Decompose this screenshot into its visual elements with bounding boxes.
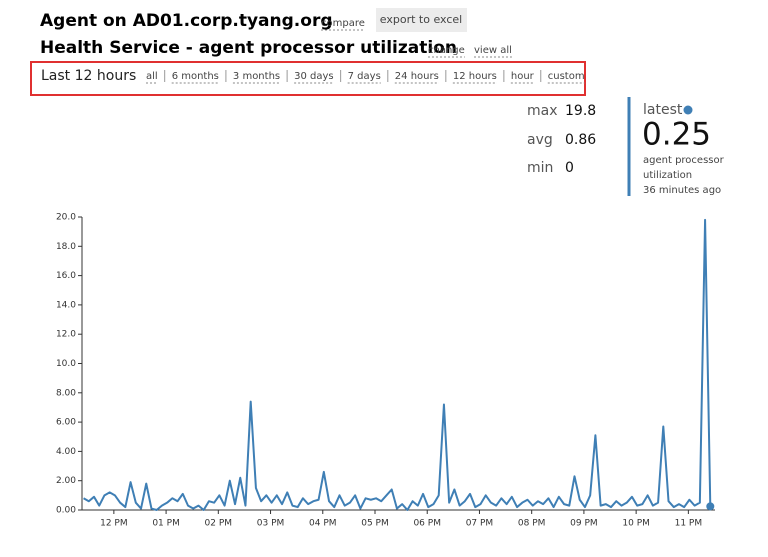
range-option[interactable]: all bbox=[146, 71, 158, 82]
x-tick-label: 08 PM bbox=[518, 519, 546, 529]
range-option[interactable]: 6 months bbox=[172, 71, 219, 82]
latest-desc-1: agent processor bbox=[643, 155, 725, 166]
range-option[interactable]: 30 days bbox=[294, 71, 334, 82]
view-all-link[interactable]: view all bbox=[474, 45, 512, 56]
latest-value: 0.25 bbox=[642, 117, 711, 153]
y-tick-label: 8.00 bbox=[56, 388, 76, 398]
compare-link[interactable]: compare bbox=[321, 18, 365, 29]
y-tick-label: 4.00 bbox=[56, 447, 76, 457]
page-subtitle: Health Service - agent processor utiliza… bbox=[40, 38, 457, 58]
latest-label: latest bbox=[643, 102, 683, 118]
range-option[interactable]: hour bbox=[511, 71, 535, 82]
x-tick-label: 06 PM bbox=[413, 519, 441, 529]
max-value: 19.8 bbox=[565, 103, 596, 119]
x-tick-label: 05 PM bbox=[361, 519, 389, 529]
x-tick-label: 04 PM bbox=[309, 519, 337, 529]
data-line bbox=[83, 218, 712, 511]
latest-time: 36 minutes ago bbox=[643, 185, 721, 196]
x-tick-label: 02 PM bbox=[205, 519, 233, 529]
y-tick-label: 14.0 bbox=[56, 300, 76, 310]
x-tick-label: 10 PM bbox=[622, 519, 650, 529]
avg-label: avg bbox=[527, 132, 553, 148]
x-tick-label: 01 PM bbox=[152, 519, 180, 529]
range-option[interactable]: 12 hours bbox=[453, 71, 497, 82]
x-tick-label: 11 PM bbox=[675, 519, 703, 529]
x-tick-label: 12 PM bbox=[100, 519, 128, 529]
x-tick-label: 03 PM bbox=[257, 519, 285, 529]
latest-desc-2: utilization bbox=[643, 170, 692, 181]
highlight-box bbox=[30, 61, 586, 96]
y-tick-label: 18.0 bbox=[56, 242, 76, 252]
page-title: Agent on AD01.corp.tyang.org bbox=[40, 11, 333, 31]
chart: 0.00 2.00 4.00 6.00 8.00 10.0 12.0 14.0 16.0 18.0… bbox=[56, 213, 715, 529]
min-label: min bbox=[527, 160, 553, 176]
export-label[interactable]: export to excel bbox=[380, 13, 462, 26]
export-button[interactable] bbox=[376, 8, 467, 32]
x-tick-label: 07 PM bbox=[466, 519, 494, 529]
x-tick-label: 09 PM bbox=[570, 519, 598, 529]
y-tick-label: 6.00 bbox=[56, 418, 76, 428]
range-option[interactable]: 24 hours bbox=[395, 71, 439, 82]
y-tick-label: 16.0 bbox=[56, 271, 76, 281]
avg-value: 0.86 bbox=[565, 132, 596, 148]
range-option[interactable]: 3 months bbox=[233, 71, 280, 82]
y-tick-label: 12.0 bbox=[56, 330, 76, 340]
latest-dot bbox=[683, 105, 693, 115]
y-tick-label: 20.0 bbox=[56, 213, 76, 223]
y-tick-label: 2.00 bbox=[56, 476, 76, 486]
range-option[interactable]: 7 days bbox=[348, 71, 381, 82]
min-value: 0 bbox=[565, 160, 574, 176]
max-label: max bbox=[527, 103, 558, 119]
y-tick-label: 10.0 bbox=[56, 359, 76, 369]
y-tick-label: 0.00 bbox=[56, 506, 76, 516]
last-point bbox=[706, 502, 715, 511]
range-option[interactable]: custom bbox=[548, 71, 585, 82]
change-link[interactable]: change bbox=[428, 45, 465, 56]
range-current: Last 12 hours bbox=[41, 68, 136, 84]
